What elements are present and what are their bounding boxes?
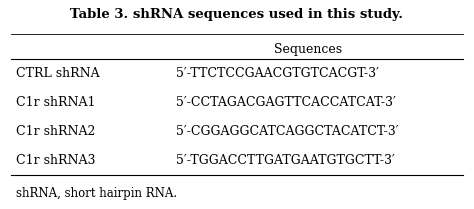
Text: 5′-TGGACCTTGATGAATGTGCTT-3′: 5′-TGGACCTTGATGAATGTGCTT-3′ bbox=[176, 154, 395, 167]
Text: C1r shRNA3: C1r shRNA3 bbox=[16, 154, 95, 167]
Text: C1r shRNA1: C1r shRNA1 bbox=[16, 96, 95, 109]
Text: 5′-CCTAGACGAGTTCACCATCAT-3′: 5′-CCTAGACGAGTTCACCATCAT-3′ bbox=[176, 96, 396, 109]
Text: CTRL shRNA: CTRL shRNA bbox=[16, 67, 99, 80]
Text: 5′-CGGAGGCATCAGGCTACATCT-3′: 5′-CGGAGGCATCAGGCTACATCT-3′ bbox=[176, 125, 398, 138]
Text: C1r shRNA2: C1r shRNA2 bbox=[16, 125, 95, 138]
Text: shRNA, short hairpin RNA.: shRNA, short hairpin RNA. bbox=[16, 187, 177, 200]
Text: Sequences: Sequences bbox=[273, 43, 342, 56]
Text: Table 3. shRNA sequences used in this study.: Table 3. shRNA sequences used in this st… bbox=[71, 8, 403, 20]
Text: 5′-TTCTCCGAACGTGTCACGT-3′: 5′-TTCTCCGAACGTGTCACGT-3′ bbox=[176, 67, 379, 80]
